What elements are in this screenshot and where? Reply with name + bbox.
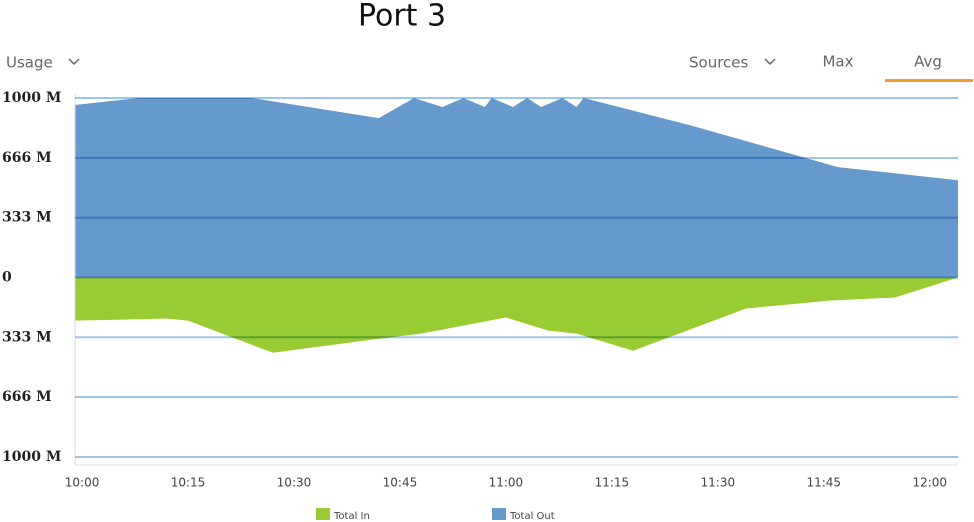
x-tick-label: 10:45 (383, 476, 418, 490)
x-tick-label: 10:00 (65, 476, 100, 490)
sources-dropdown[interactable]: Sources (689, 54, 749, 72)
chevron-icon (764, 58, 776, 66)
usage-dropdown[interactable]: Usage (6, 54, 53, 72)
x-tick-label: 11:15 (595, 476, 630, 490)
y-tick-label: 666 M (2, 150, 52, 166)
legend-swatch (316, 508, 330, 520)
x-tick-label: 11:00 (489, 476, 524, 490)
y-tick-label: 0 (2, 270, 12, 286)
max-tab[interactable]: Max (822, 53, 853, 71)
chevron-icon (68, 58, 80, 66)
x-tick-label: 11:30 (701, 476, 736, 490)
y-tick-label: 1000 M (2, 449, 61, 465)
legend-swatch (492, 508, 506, 520)
avg-tab[interactable]: Avg (914, 53, 942, 71)
area (75, 98, 958, 278)
x-tick-label: 11:45 (806, 476, 841, 490)
y-tick-label: 1000 M (2, 90, 61, 106)
y-tick-label: 333 M (2, 210, 52, 226)
x-tick-label: 12:00 (912, 476, 947, 490)
x-tick-label: 10:30 (277, 476, 312, 490)
legend-label: Total In (333, 511, 370, 522)
legend-label: Total Out (509, 511, 555, 522)
active-tab-indicator (885, 79, 973, 82)
y-tick-label: 333 M (2, 329, 52, 345)
area (75, 277, 958, 353)
chart-title: Port 3 (358, 0, 446, 34)
plot-area (75, 98, 958, 353)
y-tick-label: 666 M (2, 389, 52, 405)
x-tick-label: 10:15 (171, 476, 206, 490)
